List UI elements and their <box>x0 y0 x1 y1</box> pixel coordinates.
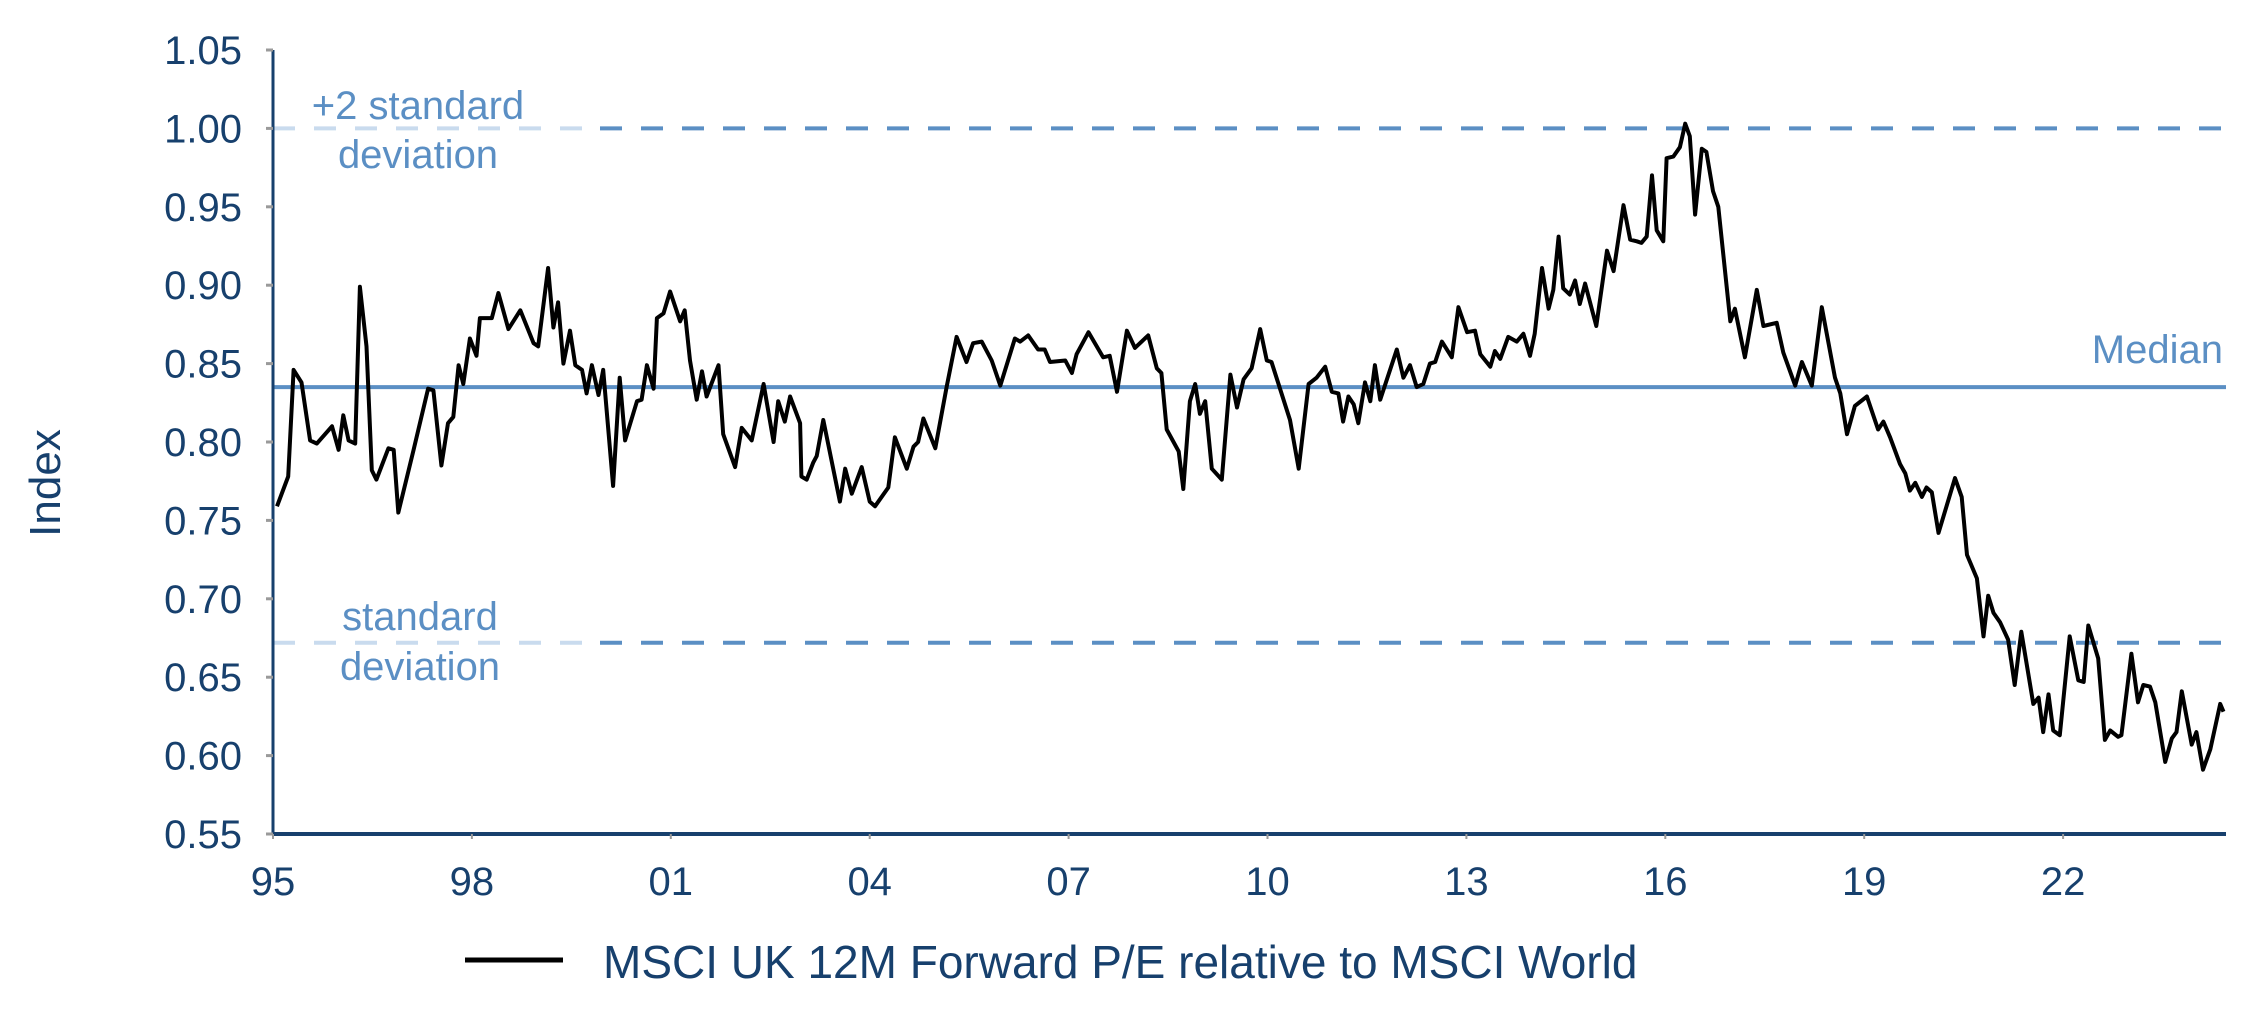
x-tick-label: 10 <box>1245 860 1290 904</box>
x-tick-label: 98 <box>450 860 495 904</box>
series-layer <box>275 121 2226 772</box>
legend: MSCI UK 12M Forward P/E relative to MSCI… <box>465 936 1637 988</box>
x-tick-label: 01 <box>649 860 694 904</box>
series-line-0 <box>275 121 2226 772</box>
y-tick-label: 1.05 <box>164 29 242 73</box>
x-tick-label: 16 <box>1643 860 1688 904</box>
lower-sd-label-line2: deviation <box>340 645 500 689</box>
y-tick-label: 0.70 <box>164 578 242 622</box>
x-tick-label: 04 <box>847 860 892 904</box>
legend-label: MSCI UK 12M Forward P/E relative to MSCI… <box>603 936 1637 988</box>
lower-sd-label-line1: standard <box>342 595 498 639</box>
y-tick-label: 1.00 <box>164 107 242 151</box>
y-tick-label: 0.90 <box>164 264 242 308</box>
x-tick-label: 13 <box>1444 860 1489 904</box>
y-tick-labels: 0.55 0.60 0.65 0.70 0.75 0.80 0.85 0.90 0.95 1.00… <box>164 29 273 857</box>
y-tick-label: 0.55 <box>164 813 242 857</box>
y-tick-label: 0.65 <box>164 656 242 700</box>
median-label: Median <box>2092 328 2223 372</box>
x-tick-label: 07 <box>1046 860 1091 904</box>
upper-sd-label-line1: +2 standard <box>312 84 524 128</box>
y-tick-label: 0.80 <box>164 421 242 465</box>
upper-sd-label-line2: deviation <box>338 133 498 177</box>
x-tick-label: 95 <box>251 860 296 904</box>
reference-lines <box>273 126 2226 645</box>
y-tick-label: 0.60 <box>164 735 242 779</box>
x-tick-label: 22 <box>2041 860 2086 904</box>
axes <box>271 50 2226 836</box>
y-tick-label: 0.85 <box>164 343 242 387</box>
y-tick-label: 0.95 <box>164 186 242 230</box>
x-tick-labels: 95 98 01 04 07 10 13 16 19 22 <box>251 834 2086 904</box>
x-tick-label: 19 <box>1842 860 1887 904</box>
y-tick-label: 0.75 <box>164 499 242 543</box>
y-axis-title: Index <box>21 429 70 537</box>
